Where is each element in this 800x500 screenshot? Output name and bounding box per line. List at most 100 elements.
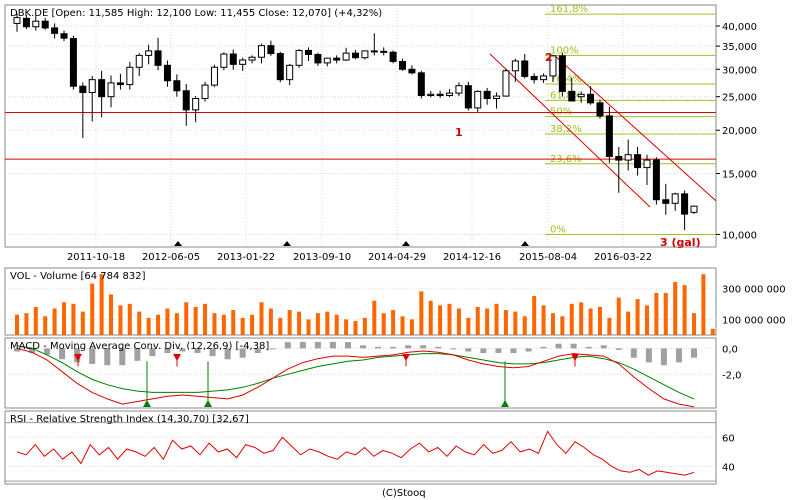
candle-body — [493, 95, 501, 100]
period-marker-icon — [283, 241, 291, 246]
candle-body — [380, 50, 388, 53]
volume-bar — [33, 306, 38, 335]
candle-body — [314, 53, 322, 64]
candle-body — [182, 90, 190, 111]
macd-histogram-bar — [375, 346, 382, 349]
fib-label: 38,2% — [550, 124, 582, 135]
date-tick-label: 2011-10-18 — [67, 252, 125, 263]
macd-histogram-bar — [615, 348, 622, 350]
macd-histogram-bar — [344, 342, 351, 349]
macd-histogram-bar — [119, 348, 126, 366]
candle-body — [145, 50, 153, 56]
volume-bar — [616, 297, 621, 335]
candle-body — [549, 55, 557, 77]
macd-histogram-bar — [179, 348, 186, 352]
price-tick-label: 30,000 — [722, 65, 757, 76]
candle-body — [389, 51, 397, 62]
volume-bar — [127, 303, 132, 335]
volume-bar — [259, 302, 264, 335]
candle-body — [408, 68, 416, 74]
volume-bar — [43, 316, 48, 335]
volume-bar — [334, 314, 339, 335]
candle-body — [577, 93, 585, 98]
volume-bar — [268, 308, 273, 335]
volume-bar — [588, 308, 593, 335]
candle-body — [511, 60, 519, 72]
volume-bar — [409, 319, 414, 335]
volume-bar — [231, 310, 236, 335]
macd-histogram-bar — [555, 343, 562, 349]
volume-bar — [541, 305, 546, 335]
candle-body — [417, 72, 425, 96]
candle-body — [22, 17, 30, 28]
volume-tick-label: 100 000 000 — [722, 315, 786, 326]
volume-bar — [513, 311, 518, 335]
macd-histogram-bar — [510, 348, 517, 354]
macd-histogram-bar — [540, 346, 547, 349]
volume-bar — [475, 306, 480, 335]
volume-bar — [193, 306, 198, 335]
macd-line — [16, 347, 695, 408]
candle-body — [540, 75, 548, 81]
candle-body — [98, 79, 106, 98]
volume-bar — [579, 302, 584, 335]
volume-bar — [80, 311, 85, 335]
macd-histogram-bar — [194, 348, 201, 354]
macd-histogram-bar — [450, 348, 457, 350]
macd-histogram-bar — [675, 348, 682, 363]
volume-bar — [184, 302, 189, 335]
volume-bar — [297, 311, 302, 335]
volume-bar — [240, 317, 245, 335]
macd-histogram-bar — [405, 345, 412, 349]
volume-bar — [212, 313, 217, 335]
buy-signal-icon — [204, 400, 212, 407]
buy-signal-icon — [143, 400, 151, 407]
candle-body — [13, 17, 21, 24]
copyright: (C)Stooq — [382, 488, 426, 499]
rsi-tick-label: 60 — [722, 433, 735, 444]
volume-bar — [90, 283, 95, 335]
volume-bar — [428, 300, 433, 335]
volume-bar — [287, 310, 292, 335]
price-header: DBK.DE [Open: 11,585 High: 12,100 Low: 1… — [10, 8, 382, 19]
macd-signal-line — [16, 345, 695, 400]
date-tick-label: 2013-01-22 — [217, 252, 275, 263]
macd-histogram-bar — [570, 343, 577, 349]
candle-body — [436, 93, 444, 96]
volume-panel — [4, 267, 717, 336]
volume-bar — [626, 311, 631, 335]
candle-body — [267, 45, 275, 55]
candle-body — [257, 45, 265, 58]
rsi-tick-label: 40 — [722, 462, 735, 473]
candle-body — [587, 93, 595, 104]
sell-signal-icon — [571, 354, 579, 361]
volume-bar — [654, 292, 659, 335]
candle-body — [295, 49, 303, 66]
annotation-point-1: 1 — [455, 126, 463, 139]
volume-bar — [701, 274, 706, 335]
candle-body — [276, 53, 284, 81]
macd-histogram-bar — [600, 345, 607, 349]
candle-body — [79, 85, 87, 94]
volume-bar — [466, 317, 471, 335]
volume-bar — [419, 291, 424, 335]
macd-histogram-bar — [645, 348, 652, 363]
candle-body — [135, 54, 143, 68]
macd-histogram-bar — [329, 341, 336, 349]
volume-bar — [438, 305, 443, 335]
candle-body — [455, 85, 463, 94]
candle-body — [116, 82, 124, 86]
candle-body — [323, 57, 331, 64]
candle-body — [163, 64, 171, 82]
volume-bar — [344, 319, 349, 335]
volume-bar — [118, 305, 123, 335]
candle-body — [502, 70, 510, 97]
volume-bar — [109, 294, 114, 335]
candle-body — [239, 59, 247, 65]
price-tick-label: 40,000 — [722, 22, 757, 33]
volume-bar — [362, 317, 367, 335]
volume-bar — [485, 308, 490, 335]
fib-label: 76,4% — [550, 74, 582, 85]
volume-bar — [315, 313, 320, 335]
buy-signal-icon — [501, 400, 509, 407]
